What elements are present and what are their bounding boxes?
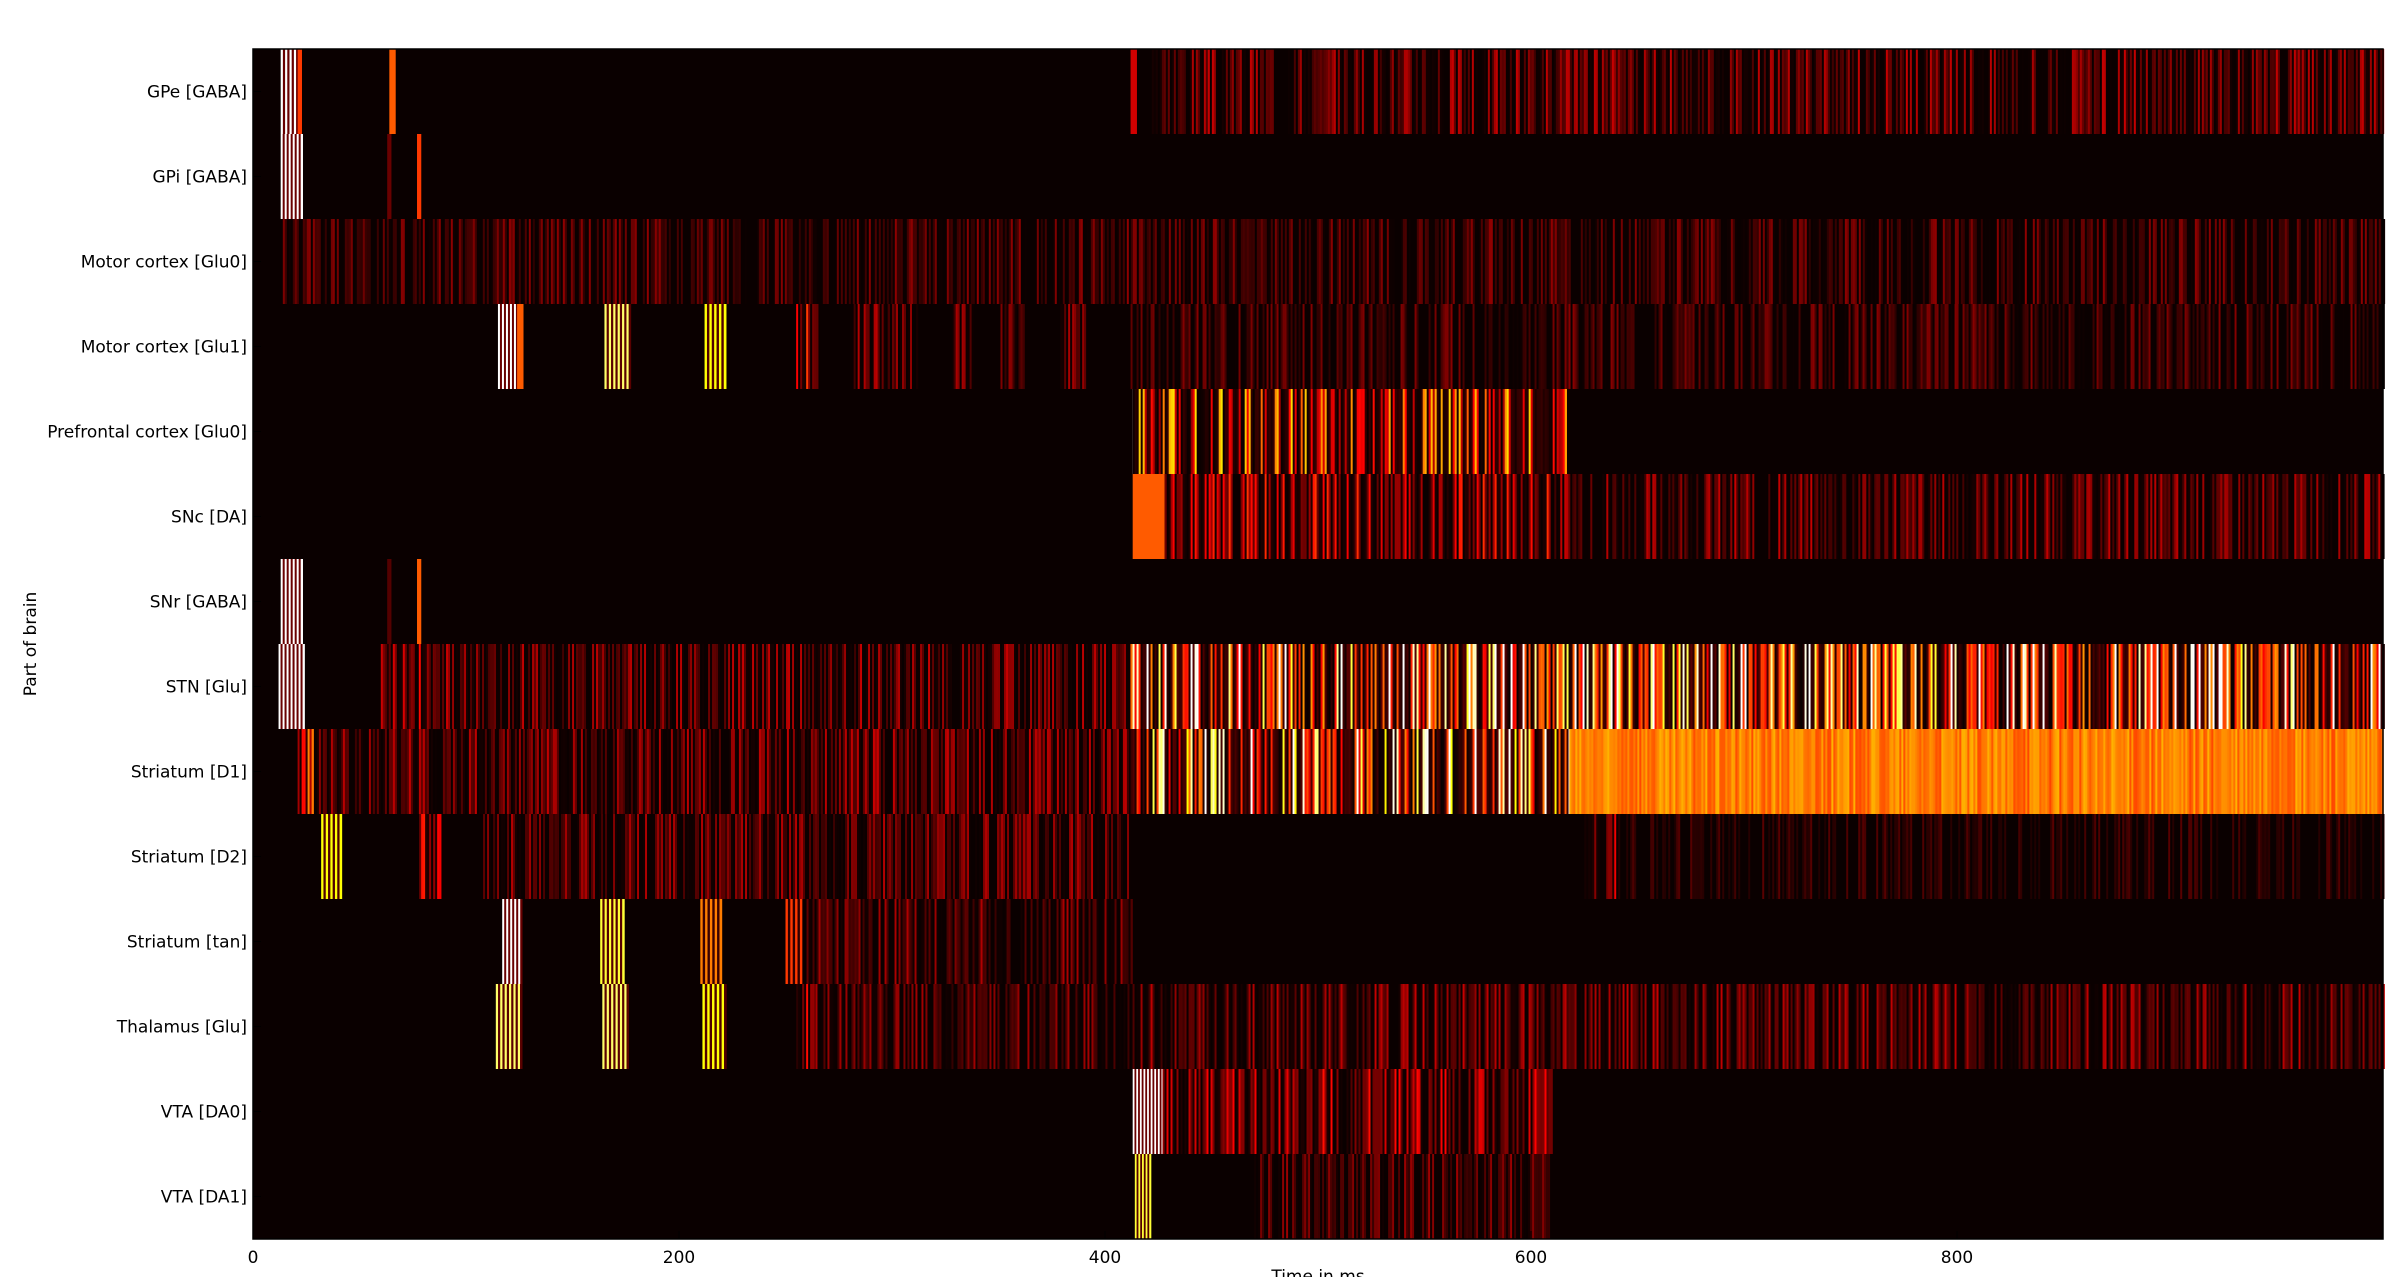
x-tick-label: 0 (248, 1248, 259, 1268)
activity-segment (389, 49, 395, 134)
activity-segment (381, 644, 435, 729)
activity-segment (283, 219, 2385, 304)
activity-segment (1131, 729, 1571, 814)
activity-segment (952, 304, 978, 389)
heatmap-row (279, 644, 2385, 729)
activity-segment (1131, 304, 2385, 389)
activity-segment (279, 644, 305, 729)
activity-segment (1163, 1069, 1553, 1154)
heatmap-row (283, 219, 2385, 304)
y-tick-label: Prefrontal cortex [Glu0] (47, 423, 247, 443)
activity-segment (1133, 474, 1165, 559)
activity-segment (817, 984, 1131, 1069)
activity-segment (705, 304, 727, 389)
activity-segment (702, 984, 726, 1069)
activity-segment (786, 899, 806, 984)
y-tick-label: Striatum [D1] (131, 763, 247, 783)
x-axis-label: Time in ms (1270, 1267, 1364, 1277)
heatmap-row (296, 729, 2384, 814)
y-tick-label: Striatum [D2] (131, 848, 247, 868)
activity-segment (517, 304, 523, 389)
activity-segment (1135, 1154, 1152, 1239)
y-tick-label: Thalamus [Glu] (116, 1018, 247, 1038)
y-tick-label: GPi [GABA] (152, 168, 247, 188)
activity-segment (419, 814, 441, 899)
y-tick-label: Motor cortex [Glu0] (81, 253, 247, 273)
activity-segment (1165, 474, 1553, 559)
activity-segment (892, 304, 918, 389)
activity-segment (317, 729, 1131, 814)
activity-segment (1131, 49, 1137, 134)
activity-segment (1584, 814, 1616, 899)
activity-segment (496, 984, 523, 1069)
heatmap-row (1133, 389, 1567, 474)
y-tick-label: STN [Glu] (166, 678, 247, 698)
activity-segment (854, 304, 890, 389)
activity-segment (1569, 729, 2383, 814)
activity-segment (296, 729, 314, 814)
activity-segment (700, 899, 722, 984)
activity-segment (387, 134, 391, 219)
y-axis-label: Part of brain (21, 592, 41, 696)
y-tick-label: Striatum [tan] (127, 933, 247, 953)
activity-segment (1254, 1154, 1554, 1239)
activity-segment (498, 304, 518, 389)
activity-segment (1133, 389, 1567, 474)
activity-segment (600, 899, 625, 984)
activity-segment (796, 304, 818, 389)
x-tick-label: 400 (1089, 1248, 1121, 1268)
activity-segment (417, 134, 421, 219)
activity-segment (796, 984, 818, 1069)
x-tick-label: 600 (1515, 1248, 1547, 1268)
heatmap-row (1133, 1069, 1553, 1154)
y-tick-label: SNr [GABA] (150, 593, 247, 613)
activity-segment (1552, 474, 2384, 559)
y-tick-label: VTA [DA1] (161, 1188, 247, 1208)
activity-segment (1616, 814, 2384, 899)
y-tick-labels: GPe [GABA] GPi [GABA] Motor cortex [Glu0] M… (47, 83, 261, 1208)
activity-segment (434, 644, 1132, 729)
activity-segment (1058, 304, 1088, 389)
activity-segment (803, 899, 1133, 984)
heatmap-row (1133, 474, 2385, 559)
x-tick-label: 800 (1941, 1248, 1973, 1268)
activity-segment (281, 559, 303, 644)
y-tick-label: SNc [DA] (171, 508, 247, 528)
activity-segment (321, 814, 342, 899)
activity-segment (602, 984, 629, 1069)
activity-segment (387, 559, 391, 644)
activity-segment (1131, 644, 2385, 729)
activity-segment (604, 304, 631, 389)
activity-segment (417, 559, 421, 644)
activity-segment (298, 49, 302, 134)
activity-segment (483, 814, 1131, 899)
activity-segment (1152, 49, 2384, 134)
activity-segment (999, 304, 1025, 389)
y-tick-label: Motor cortex [Glu1] (81, 338, 247, 358)
activity-segment (1133, 1069, 1164, 1154)
y-tick-label: VTA [DA0] (161, 1103, 247, 1123)
activity-segment (502, 899, 522, 984)
heatmap-bands (253, 49, 2385, 1239)
activity-segment (281, 134, 303, 219)
activity-segment (1131, 984, 2385, 1069)
y-tick-label: GPe [GABA] (147, 83, 247, 103)
x-tick-label: 200 (663, 1248, 695, 1268)
